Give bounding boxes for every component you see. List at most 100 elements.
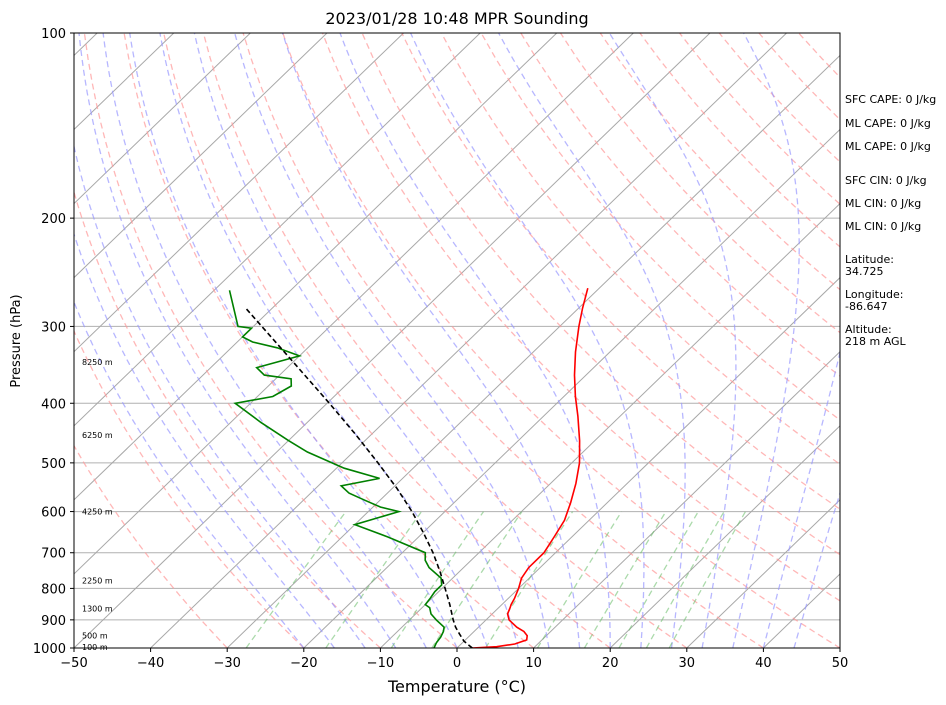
moist-adiabat-line [339, 33, 611, 648]
moist-adiabat-line [193, 33, 519, 648]
height-label: 2250 m [82, 577, 113, 586]
x-tick-label: −30 [213, 656, 240, 671]
y-tick-label: 600 [41, 506, 66, 521]
y-axis-ticks: 100 200 300 400 500 600 700 800 900 1000 [33, 27, 74, 657]
height-label: 100 m [82, 643, 108, 652]
isotherm-line [533, 351, 840, 648]
isotherm-line [150, 33, 787, 648]
y-tick-label: 100 [41, 27, 66, 42]
x-tick-label: 0 [453, 656, 461, 671]
isotherm-line [74, 33, 481, 427]
moist-adiabat-line [732, 33, 800, 648]
height-label: 8250 m [82, 358, 113, 367]
altitude-text: Altitude: 218 m AGL [845, 323, 906, 348]
moist-adiabat-line [74, 143, 366, 648]
y-tick-label: 800 [41, 582, 66, 597]
x-tick-label: −40 [137, 656, 164, 671]
dry-adiabat-line [401, 33, 840, 510]
isotherm-line [74, 33, 251, 205]
longitude-text: Longitude: -86.647 [845, 288, 904, 313]
sfc-cape-text: SFC CAPE: 0 J/kg [845, 93, 937, 106]
moist-adiabat-line [74, 232, 335, 648]
height-labels: 100 m 500 m 1300 m 2250 m 4250 m 6250 m 8250 m [82, 358, 113, 652]
isotherm-line [686, 499, 840, 648]
y-tick-label: 200 [41, 212, 66, 227]
dry-adiabat-line [242, 33, 764, 648]
mixing-ratio-line [583, 511, 667, 648]
height-label: 4250 m [82, 507, 113, 516]
y-tick-label: 300 [41, 320, 66, 335]
ml-cape-text: ML CAPE: 0 J/kg [845, 117, 931, 130]
dewpoint-line [228, 290, 445, 648]
y-axis-label: Pressure (hPa) [9, 294, 24, 387]
moist-adiabat-line [102, 33, 427, 648]
ml-cin-text-2: ML CIN: 0 J/kg [845, 220, 922, 233]
mixing-ratio-line [245, 511, 347, 648]
parcel-path-line [244, 307, 473, 648]
moist-adiabat-line [498, 33, 686, 648]
isotherm-line [74, 33, 558, 501]
height-label: 500 m [82, 632, 108, 641]
chart-title: 2023/01/28 10:48 MPR Sounding [325, 9, 588, 28]
ml-cape-text-2: ML CAPE: 0 J/kg [845, 140, 931, 153]
background-lines [74, 33, 840, 648]
x-tick-label: 30 [679, 656, 696, 671]
y-tick-label: 900 [41, 614, 66, 629]
isotherm-line [74, 33, 634, 575]
series-lines [228, 287, 589, 648]
temperature-line [472, 287, 589, 648]
latitude-text: Latitude: 34.725 [845, 253, 894, 278]
y-tick-label: 500 [41, 457, 66, 472]
moist-adiabat-line [74, 300, 305, 648]
moist-adiabat-line [410, 33, 645, 648]
moist-adiabat-line [78, 33, 397, 648]
dry-adiabat-line [202, 33, 688, 648]
isotherm-line [226, 54, 840, 648]
x-tick-label: 40 [755, 656, 772, 671]
isotherm-line [74, 33, 328, 279]
x-tick-label: 20 [602, 656, 619, 671]
ml-cin-text: ML CIN: 0 J/kg [845, 197, 922, 210]
x-tick-label: −10 [367, 656, 394, 671]
mixing-ratio-line [390, 511, 485, 648]
dry-adiabat-line [74, 329, 305, 648]
moist-adiabat-line [234, 33, 550, 648]
dry-adiabat-line [282, 33, 840, 648]
dry-adiabat-line [163, 33, 611, 648]
moist-adiabat-line [159, 33, 489, 648]
isotherm-line [74, 33, 711, 648]
y-tick-label: 400 [41, 397, 66, 412]
dry-adiabat-line [321, 33, 840, 602]
moist-adiabat-line [129, 33, 458, 648]
dry-adiabat-line [361, 33, 840, 556]
y-tick-label: 700 [41, 547, 66, 562]
mixing-ratio-line [536, 511, 623, 648]
moist-adiabat-line [793, 491, 840, 648]
height-label: 1300 m [82, 604, 113, 613]
dry-adiabat-line [74, 444, 228, 648]
mixing-ratio-line [325, 511, 423, 648]
mixing-ratio-line [668, 511, 747, 648]
moist-adiabat-line [762, 349, 840, 648]
mixing-ratio-line [484, 511, 574, 648]
dry-adiabat-line [74, 190, 381, 648]
x-axis-label: Temperature (°C) [387, 677, 526, 696]
moist-adiabat-line [608, 33, 737, 648]
isotherm-line [609, 425, 840, 648]
dry-adiabat-line [83, 33, 458, 648]
moist-adiabat-line [281, 33, 581, 648]
mixing-ratio-line [618, 511, 699, 648]
x-tick-label: −20 [290, 656, 317, 671]
isotherm-line [74, 33, 404, 353]
y-tick-label: 1000 [33, 642, 66, 657]
mixing-ratio-line [645, 511, 725, 648]
dry-adiabat-line [599, 33, 840, 291]
x-tick-label: 50 [832, 656, 849, 671]
height-label: 6250 m [82, 431, 113, 440]
isotherm-line [380, 202, 840, 648]
sfc-cin-text: SFC CIN: 0 J/kg [845, 174, 927, 187]
x-axis-ticks: −50 −40 −30 −20 −10 0 10 20 30 40 50 [60, 648, 848, 671]
x-tick-label: −50 [60, 656, 87, 671]
x-tick-label: 10 [525, 656, 542, 671]
